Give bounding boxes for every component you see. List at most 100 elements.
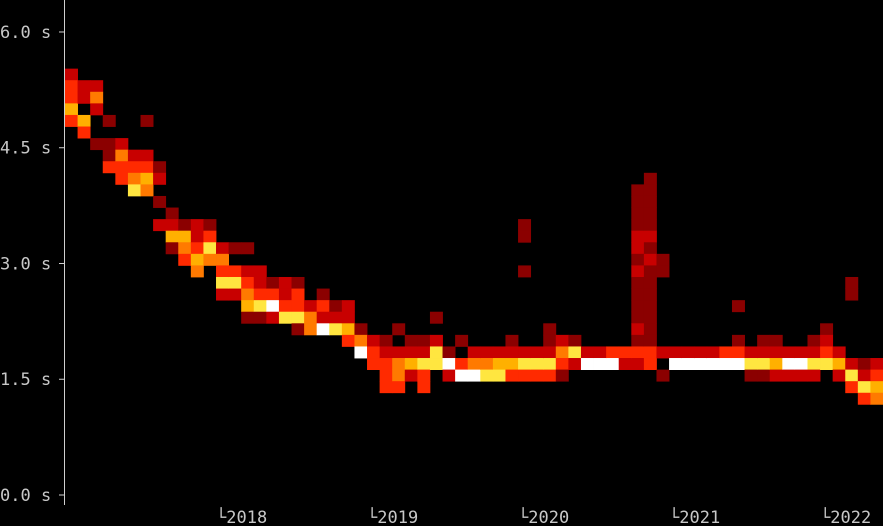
heatmap-cell [643, 346, 657, 359]
heatmap-cell [568, 334, 582, 347]
heatmap-cell [77, 126, 91, 139]
heatmap-cell [643, 265, 657, 278]
heatmap-cell [278, 300, 292, 313]
heatmap-cell [278, 288, 292, 301]
heatmap-cell [354, 346, 368, 359]
heatmap-cell [593, 346, 607, 359]
heatmap-cell [140, 172, 154, 185]
heatmap-cell [165, 242, 179, 255]
heatmap-cell [492, 358, 506, 370]
heatmap-cell [870, 358, 883, 370]
heatmap-cell [480, 358, 494, 370]
heatmap-cell [203, 219, 217, 232]
heatmap-cell [769, 346, 783, 359]
heatmap-cell [505, 369, 519, 382]
heatmap-cell [127, 184, 141, 197]
heatmap-cell [744, 369, 758, 382]
heatmap-cell [794, 369, 808, 382]
heatmap-cell [518, 358, 532, 370]
heatmap-cell [643, 195, 657, 208]
heatmap-cell [442, 358, 456, 370]
heatmap-cell [807, 334, 821, 347]
heatmap-cell [77, 80, 91, 93]
heatmap-cell [417, 334, 431, 347]
heatmap-cell [505, 334, 519, 347]
heatmap-cell [631, 311, 645, 324]
heatmap-cell [77, 114, 91, 127]
heatmap-cell [316, 300, 330, 313]
heatmap-cell [643, 334, 657, 347]
heatmap-cell [216, 265, 229, 278]
heatmap-cell [140, 114, 154, 127]
heatmap-cell [379, 358, 393, 370]
heatmap-cell [65, 80, 78, 93]
heatmap-cell [65, 68, 78, 81]
heatmap-cell [228, 288, 242, 301]
y-tick-label: 3.0 s [0, 254, 51, 274]
heatmap-cell [593, 358, 607, 370]
heatmap-cell [253, 311, 267, 324]
heatmap-cell [505, 346, 519, 359]
heatmap-cell [757, 358, 771, 370]
heatmap-cell [140, 149, 154, 162]
heatmap-cell [367, 346, 381, 359]
heatmap-cell [681, 346, 695, 359]
heatmap-cell [178, 242, 192, 255]
y-tick-label: 6.0 s [0, 23, 51, 43]
heatmap-cell [782, 358, 796, 370]
heatmap-cell [807, 369, 821, 382]
heatmap-cell [568, 358, 582, 370]
heatmap-cell [153, 219, 167, 232]
heatmap-cell [857, 381, 871, 394]
x-tick-label: └2020 [518, 507, 569, 526]
heatmap-cell [429, 334, 443, 347]
heatmap-cell [656, 346, 670, 359]
heatmap-cell [870, 381, 883, 394]
heatmap-cell [820, 346, 834, 359]
heatmap-cell [832, 346, 846, 359]
heatmap-cell [694, 358, 708, 370]
heatmap-cell [266, 276, 280, 289]
heatmap-cell [367, 358, 381, 370]
heatmap-cell [341, 323, 355, 336]
heatmap-cell [467, 346, 481, 359]
heatmap-cell [392, 346, 406, 359]
heatmap-cell [266, 288, 280, 301]
heatmap-cell [631, 323, 645, 336]
heatmap-cell [266, 300, 280, 313]
heatmap-cell [115, 172, 129, 185]
heatmap-cell [631, 334, 645, 347]
heatmap-cell [115, 138, 129, 151]
heatmap-cell [631, 195, 645, 208]
heatmap-cell [543, 323, 557, 336]
heatmap-cell [606, 346, 620, 359]
heatmap-cell [744, 358, 758, 370]
y-tick-label: 1.5 s [0, 370, 51, 390]
heatmap-cell [90, 103, 104, 116]
heatmap-cell [631, 300, 645, 313]
heatmap-cell [367, 334, 381, 347]
heatmap-cell [442, 369, 456, 382]
heatmap-cell [845, 358, 859, 370]
heatmap-cell [341, 334, 355, 347]
heatmap-cell [769, 334, 783, 347]
heatmap-cell [304, 323, 318, 336]
heatmap-cell [190, 242, 204, 255]
heatmap-cell [643, 230, 657, 243]
heatmap-cell [807, 346, 821, 359]
heatmap-cell [127, 172, 141, 185]
heatmap-cell [153, 195, 167, 208]
heatmap-cell [404, 369, 418, 382]
heatmap-cell [631, 265, 645, 278]
heatmap-cell [90, 80, 104, 93]
heatmap-cell [580, 346, 594, 359]
heatmap-cell [392, 369, 406, 382]
heatmap-cell [731, 346, 745, 359]
heatmap-cell [228, 265, 242, 278]
heatmap-cell [379, 346, 393, 359]
x-axis-ticks: └2018 └2019 └2020 └2021 └2022 [216, 507, 871, 526]
heatmap-cell [518, 219, 532, 232]
x-tick-label: └2019 [367, 507, 418, 526]
heatmap-cell [178, 253, 192, 266]
heatmap-cell [518, 346, 532, 359]
